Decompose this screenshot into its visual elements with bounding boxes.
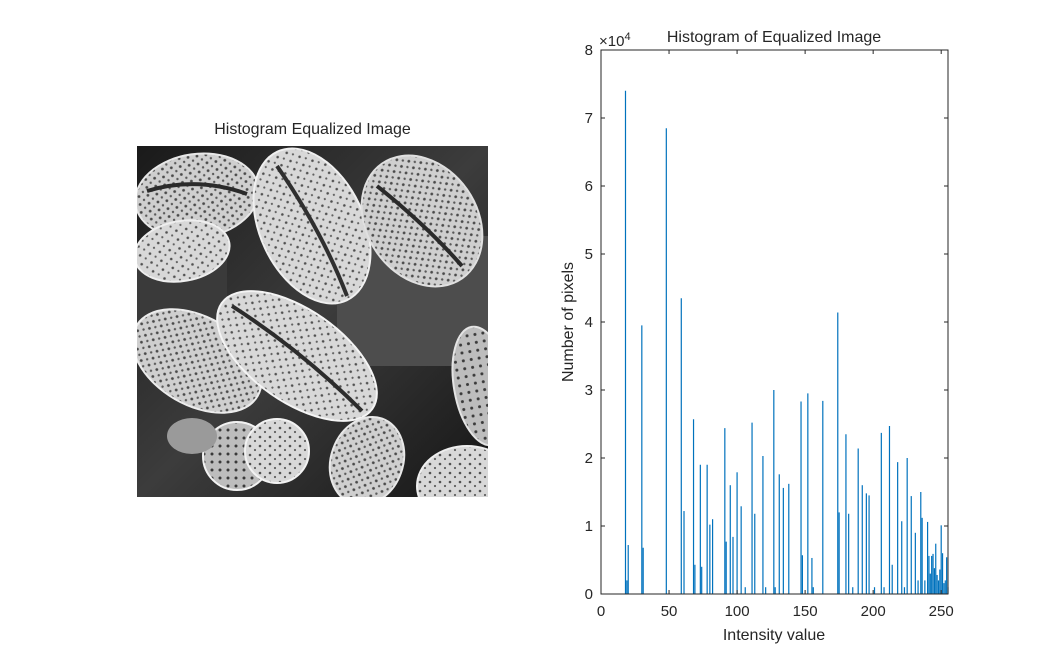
y-tick-label: 1 (585, 518, 593, 535)
y-tick-label: 2 (585, 450, 593, 467)
bars-group (624, 90, 949, 594)
x-tick-label: 150 (793, 603, 818, 620)
x-axis-label: Intensity value (723, 627, 825, 644)
y-tick-label: 0 (585, 586, 593, 603)
y-tick-label: 8 (585, 42, 593, 59)
y-tick-label: 3 (585, 382, 593, 399)
ticks-group: 0 50 100 150 200 250 0 1 2 3 4 5 6 7 8 (585, 42, 954, 620)
y-axis-label: Number of pixels (560, 262, 577, 382)
y-tick-label: 6 (585, 178, 593, 195)
x-tick-label: 0 (597, 603, 605, 620)
x-tick-label: 200 (861, 603, 886, 620)
chart-title: Histogram of Equalized Image (667, 29, 881, 46)
x-tick-label: 100 (725, 603, 750, 620)
equalized-image (137, 146, 488, 497)
image-title: Histogram Equalized Image (214, 121, 411, 138)
x-tick-label: 50 (661, 603, 678, 620)
pollen-grains-picture (137, 146, 488, 497)
x-tick-label: 250 (929, 603, 954, 620)
y-exponent-base: ×10 (599, 33, 624, 50)
axes-box (600, 49, 949, 595)
y-tick-label: 7 (585, 110, 593, 127)
y-tick-label: 4 (585, 314, 593, 331)
y-tick-label: 5 (585, 246, 593, 263)
y-exponent-multiplier: ×104 (599, 31, 631, 50)
y-exponent-power: 4 (624, 31, 630, 43)
